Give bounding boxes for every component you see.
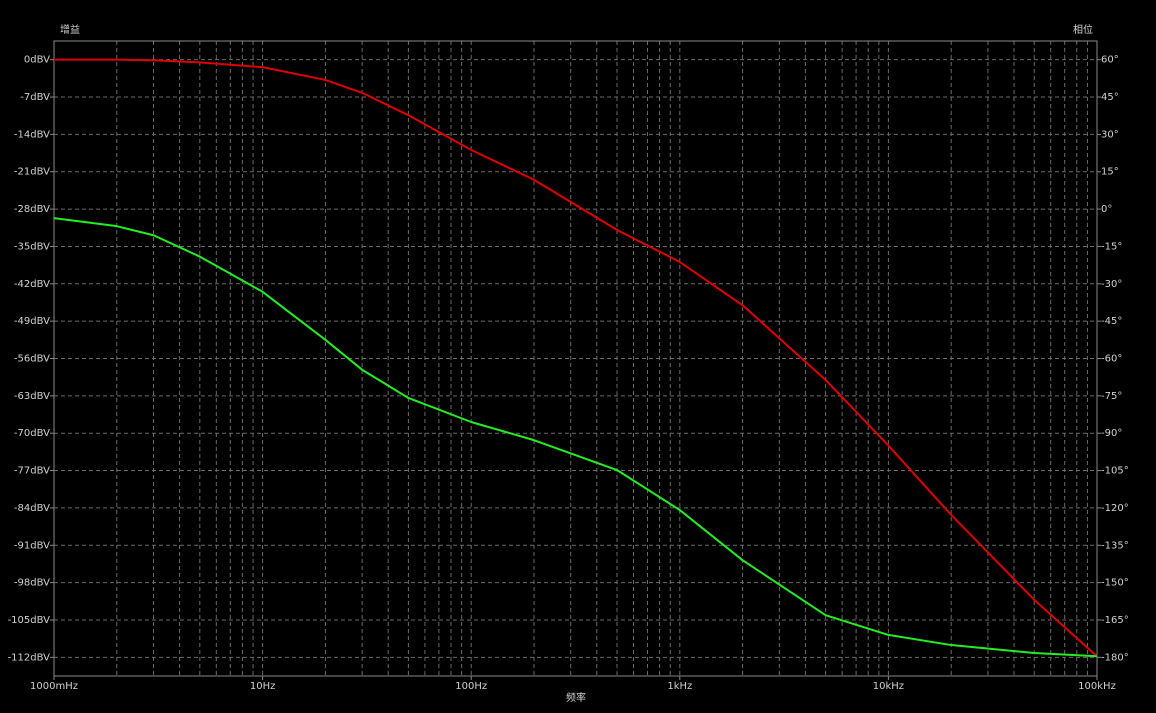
y2-tick-label: -60° — [1101, 354, 1122, 365]
y2-tick-label: -135° — [1101, 540, 1129, 551]
plot-frame — [53, 40, 1098, 677]
y2-tick-label: -30° — [1101, 279, 1122, 290]
y2-tick-label: 15° — [1101, 167, 1119, 178]
x-tick-label: 100kHz — [1078, 681, 1116, 692]
y2-tick-label: -165° — [1101, 615, 1129, 626]
y2-tick-label: 0° — [1101, 204, 1112, 215]
x-tick-label: 100Hz — [455, 681, 487, 692]
y2-tick-label: -150° — [1101, 578, 1129, 589]
y2-tick-label: 60° — [1101, 55, 1119, 66]
y-tick-label: -98dBV — [14, 578, 50, 589]
x-tick-label: 10kHz — [873, 681, 904, 692]
x-axis-label: 频率 — [566, 691, 586, 704]
y-tick-label: -84dBV — [14, 503, 50, 514]
y2-tick-label: -105° — [1101, 466, 1129, 477]
x-tick-label: 1000mHz — [30, 681, 78, 692]
x-tick-label: 1kHz — [667, 681, 692, 692]
y-tick-label: -42dBV — [14, 279, 50, 290]
y-tick-label: -14dBV — [14, 129, 50, 140]
y-tick-label: -63dBV — [14, 391, 50, 402]
y-tick-label: -21dBV — [14, 167, 50, 178]
y-tick-label: -112dBV — [8, 652, 51, 663]
y-tick-label: -49dBV — [14, 316, 50, 327]
x-tick-label: 10Hz — [250, 681, 276, 692]
y-tick-label: -28dBV — [14, 204, 50, 215]
y-axis-label: 增益 — [60, 23, 80, 36]
y2-tick-label: -90° — [1101, 428, 1122, 439]
y2-tick-label: -120° — [1101, 503, 1129, 514]
y-tick-label: -35dBV — [14, 241, 50, 252]
y-tick-label: -56dBV — [14, 354, 50, 365]
y2-tick-label: 45° — [1101, 92, 1119, 103]
series-line — [53, 217, 1098, 658]
y2-tick-label: -15° — [1101, 241, 1122, 252]
series-line — [54, 58, 1098, 658]
y2-tick-label: 30° — [1101, 129, 1119, 140]
y-tick-label: -77dBV — [14, 466, 50, 477]
y2-tick-label: -180° — [1101, 652, 1129, 663]
y-tick-label: -70dBV — [14, 428, 50, 439]
y-tick-label: 0dBV — [24, 55, 50, 66]
y-tick-label: -91dBV — [14, 540, 50, 551]
y2-axis-label: 相位 — [1073, 23, 1093, 36]
y2-tick-label: -75° — [1101, 391, 1122, 402]
y2-tick-label: -45° — [1101, 316, 1122, 327]
y-tick-label: -7dBV — [20, 92, 50, 103]
y-tick-label: -105dBV — [8, 615, 51, 626]
